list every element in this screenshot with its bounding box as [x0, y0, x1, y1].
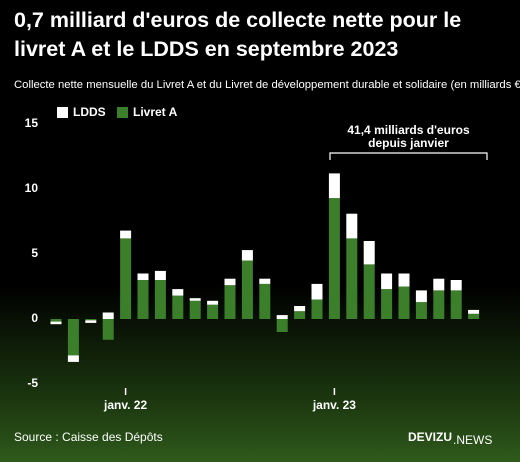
bar-segment [294, 306, 306, 312]
bar-segment [346, 238, 358, 319]
chart-title: 0,7 milliard d'euros de collecte nette p… [14, 8, 462, 61]
brand-suffix: .NEWS [453, 433, 492, 447]
bar-segment [137, 280, 149, 319]
y-tick-label: 0 [31, 311, 38, 325]
annotation-bracket [329, 152, 488, 160]
bar-segment [259, 283, 271, 319]
bar-segment [468, 309, 480, 314]
bar-segment [328, 198, 340, 319]
y-tick-label: 5 [31, 246, 38, 260]
bar-segment [50, 319, 62, 322]
bar-segment [241, 260, 253, 319]
bar-segment [85, 320, 97, 323]
bar-segment [259, 278, 271, 284]
bar-segment [207, 304, 219, 319]
bar-segment [224, 278, 236, 286]
bar-segment [381, 289, 393, 319]
x-tick-label: janv. 23 [312, 398, 356, 412]
bar-segment [102, 319, 114, 340]
bar-segment [67, 319, 79, 356]
bar-segment [154, 280, 166, 319]
bar-segment [415, 290, 427, 303]
legend-swatch [117, 107, 128, 118]
bar-segment [189, 298, 201, 301]
bar-segment [120, 238, 132, 319]
bar-segment [398, 286, 410, 319]
chart-subtitle: Collecte nette mensuelle du Livret A et … [14, 79, 520, 91]
y-tick-label: 10 [25, 181, 39, 195]
bar-segment [415, 302, 427, 319]
bar-segment [154, 270, 166, 280]
annotation-text: depuis janvier [368, 136, 449, 150]
brand: DEVIZU [408, 430, 452, 444]
y-tick-label: 15 [25, 116, 39, 130]
bar-segment [50, 321, 62, 325]
bar-segment [450, 290, 462, 319]
bar-segment [381, 273, 393, 290]
annotation-text: 41,4 milliards d'euros [347, 123, 470, 137]
bar-segment [67, 355, 79, 362]
bar-segment [189, 300, 201, 319]
bar-segment [276, 319, 288, 332]
bar-segment [276, 315, 288, 319]
bar-segment [172, 289, 184, 296]
bar-segment [433, 278, 445, 291]
x-tick-label: janv. 22 [103, 398, 147, 412]
legend-swatch [57, 107, 68, 118]
bar-segment [137, 273, 149, 280]
bar-segment [102, 312, 114, 319]
bar-segment [398, 273, 410, 287]
bar-segment [433, 290, 445, 319]
legend-label: Livret A [133, 105, 178, 119]
legend-label: LDDS [73, 105, 106, 119]
bar-segment [363, 241, 375, 265]
y-tick-label: -5 [27, 376, 38, 390]
source: Source : Caisse des Dépôts [14, 430, 163, 444]
bar-segment [224, 285, 236, 319]
bar-segment [450, 280, 462, 291]
bar-segment [363, 264, 375, 319]
bar-segment [346, 213, 358, 239]
bar-segment [468, 313, 480, 319]
bar-segment [85, 319, 97, 321]
bar-segment [120, 230, 132, 239]
bar-segment [207, 300, 219, 305]
bar-segment [311, 299, 323, 319]
bar-segment [311, 283, 323, 300]
bar-segment [328, 173, 340, 199]
bar-segment [241, 250, 253, 261]
bar-segment [172, 295, 184, 319]
bar-segment [294, 311, 306, 319]
